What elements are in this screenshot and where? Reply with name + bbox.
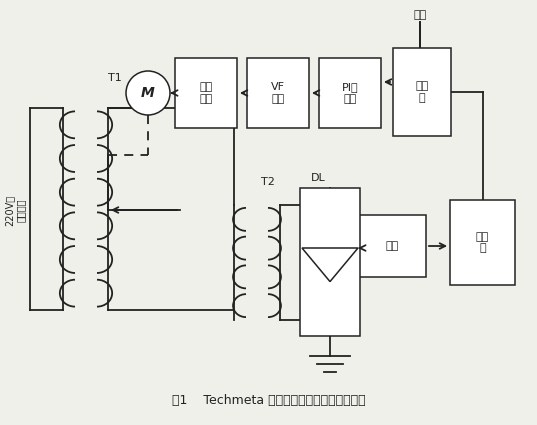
Bar xyxy=(300,188,360,336)
Text: 分压
器: 分压 器 xyxy=(416,81,429,103)
Text: 电子
枪: 电子 枪 xyxy=(476,232,489,253)
Text: 给定: 给定 xyxy=(413,10,426,20)
Polygon shape xyxy=(302,248,358,282)
Bar xyxy=(393,48,451,136)
Bar xyxy=(450,200,515,285)
Text: PI调
节器: PI调 节器 xyxy=(342,82,358,104)
Text: 驱动
电源: 驱动 电源 xyxy=(199,82,213,104)
Text: T1: T1 xyxy=(108,73,122,83)
Text: M: M xyxy=(141,86,155,100)
Text: 220V～
电网电压: 220V～ 电网电压 xyxy=(4,195,26,226)
Bar xyxy=(319,58,381,128)
Text: 滤波: 滤波 xyxy=(386,241,398,251)
Text: 图1    Techmeta 公司焊机用高压电源系统框图: 图1 Techmeta 公司焊机用高压电源系统框图 xyxy=(172,394,365,406)
Bar xyxy=(175,58,237,128)
Text: T2: T2 xyxy=(261,177,275,187)
Circle shape xyxy=(126,71,170,115)
Text: DL: DL xyxy=(310,173,325,183)
Text: VF
转换: VF 转换 xyxy=(271,82,285,104)
Bar xyxy=(358,215,426,277)
Bar xyxy=(247,58,309,128)
